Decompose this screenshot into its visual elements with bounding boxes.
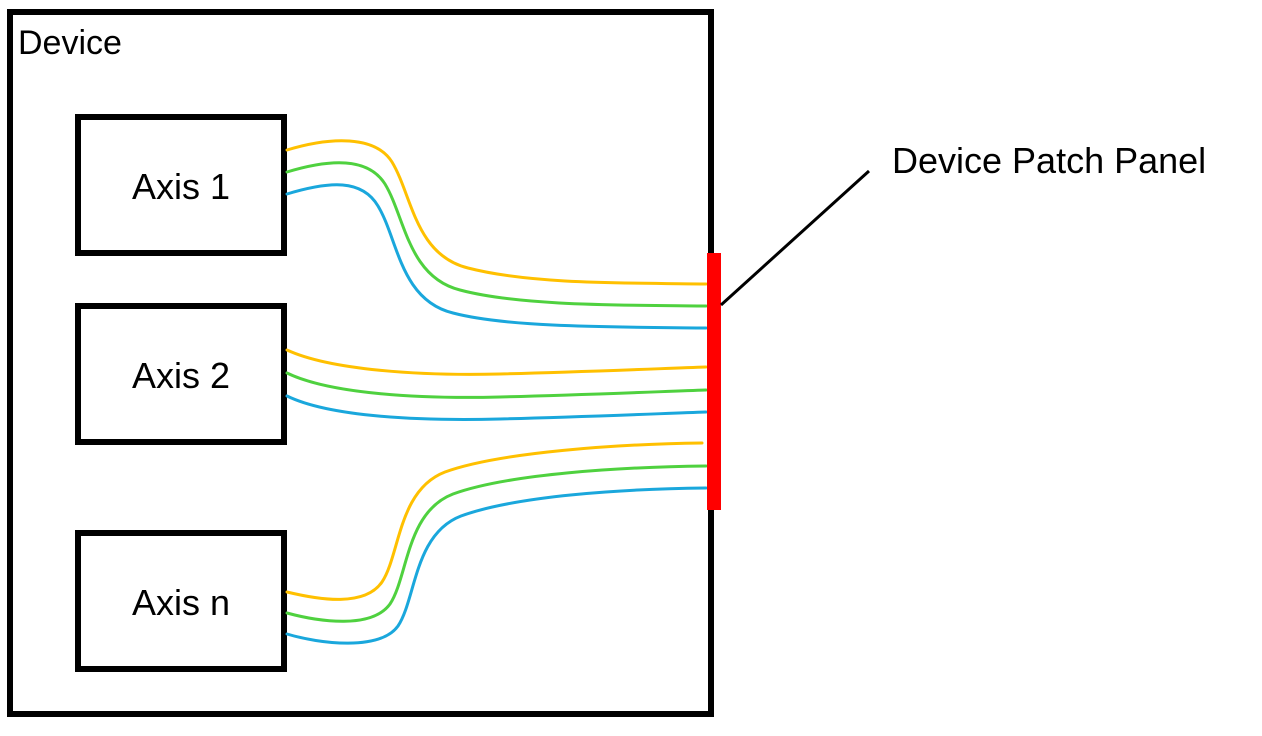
axis-box-n (75, 530, 287, 672)
wire-axis-1-green (285, 161, 708, 308)
patch-panel-label: Device Patch Panel (892, 140, 1206, 181)
wire-group-axis-2 (285, 348, 708, 421)
wire-group-axis-n (285, 441, 708, 645)
wire-group-axis-1 (285, 139, 708, 330)
axis-label-n: Axis n (132, 582, 230, 623)
wire-axis-n-green (285, 464, 708, 623)
wire-axis-2-blue (285, 394, 708, 421)
device-label: Device (18, 24, 122, 62)
wire-axis-n-blue (285, 486, 708, 645)
wire-axis-1-yellow (285, 139, 708, 286)
wire-axis-n-yellow (285, 441, 704, 601)
axis-box-1 (75, 114, 287, 256)
axis-label-2: Axis 2 (132, 355, 230, 396)
patch-panel-leader-line (719, 169, 871, 307)
axis-box-2 (75, 303, 287, 445)
wire-axis-1-blue (285, 183, 708, 330)
wire-axis-2-yellow (285, 348, 708, 376)
patch-panel (707, 253, 721, 510)
axis-label-1: Axis 1 (132, 166, 230, 207)
wire-axis-2-green (285, 371, 708, 399)
